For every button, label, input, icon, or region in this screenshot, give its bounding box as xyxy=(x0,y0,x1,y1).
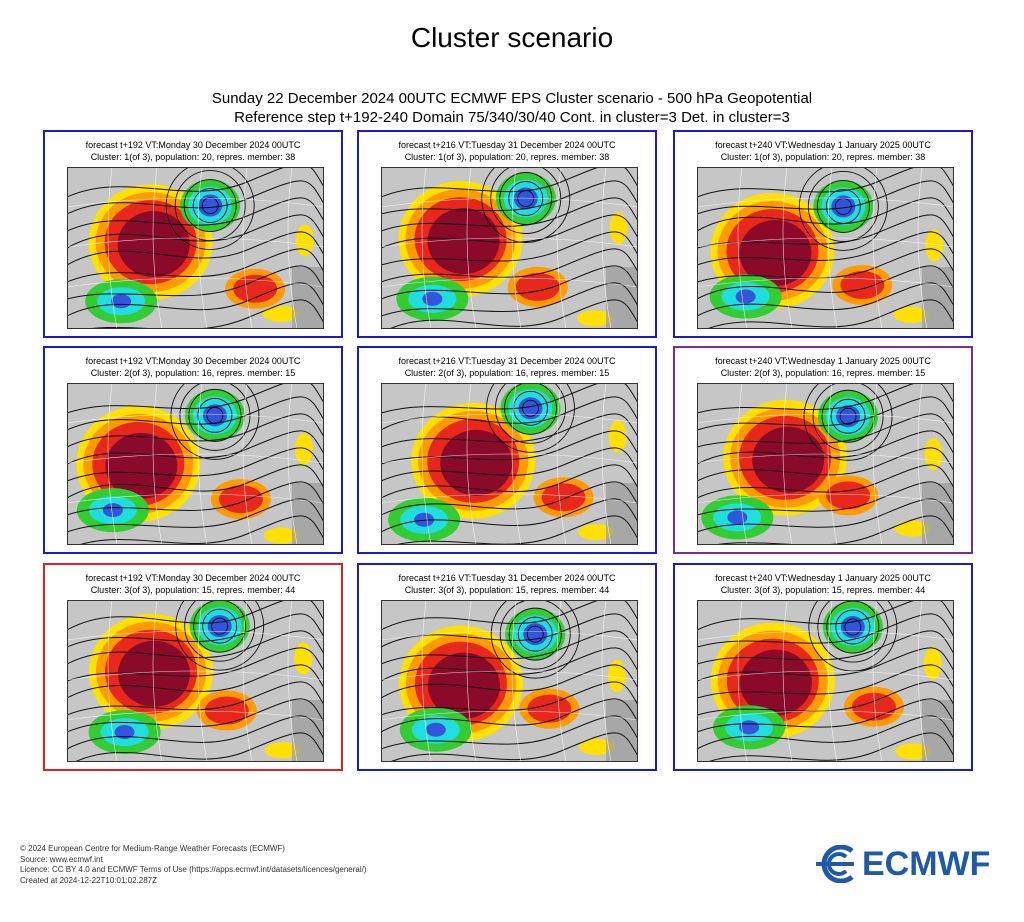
cluster-panel[interactable]: forecast t+216 VT:Tuesday 31 December 20… xyxy=(357,130,657,338)
cluster-panel[interactable]: forecast t+240 VT:Wednesday 1 January 20… xyxy=(673,346,973,554)
panel-cluster-info: Cluster: 1(of 3), population: 20, repres… xyxy=(404,152,610,162)
geopotential-map xyxy=(67,600,324,762)
cluster-panel[interactable]: forecast t+192 VT:Monday 30 December 202… xyxy=(43,346,343,554)
ecmwf-logo: ECMWF xyxy=(812,844,1007,884)
footer: © 2024 European Centre for Medium-Range … xyxy=(20,844,367,886)
panel-forecast-header: forecast t+240 VT:Wednesday 1 January 20… xyxy=(715,573,931,583)
cluster-panel[interactable]: forecast t+192 VT:Monday 30 December 202… xyxy=(43,130,343,338)
panel-cluster-info: Cluster: 3(of 3), population: 15, repres… xyxy=(90,585,296,595)
geopotential-map xyxy=(67,383,324,545)
geopotential-map xyxy=(697,167,954,329)
cluster-panel[interactable]: forecast t+192 VT:Monday 30 December 202… xyxy=(43,563,343,771)
panel-cluster-info: Cluster: 3(of 3), population: 15, repres… xyxy=(720,585,926,595)
geopotential-map xyxy=(381,167,638,329)
footer-created: Created at 2024-12-22T10:01:02.287Z xyxy=(20,875,157,885)
panel-forecast-header: forecast t+216 VT:Tuesday 31 December 20… xyxy=(398,573,616,583)
panel-forecast-header: forecast t+192 VT:Monday 30 December 202… xyxy=(85,573,301,583)
panel-cluster-info: Cluster: 1(of 3), population: 20, repres… xyxy=(720,152,926,162)
geopotential-map xyxy=(381,600,638,762)
panel-forecast-header: forecast t+240 VT:Wednesday 1 January 20… xyxy=(715,140,931,150)
panel-forecast-header: forecast t+192 VT:Monday 30 December 202… xyxy=(85,140,301,150)
cluster-panel[interactable]: forecast t+216 VT:Tuesday 31 December 20… xyxy=(357,563,657,771)
panel-forecast-header: forecast t+216 VT:Tuesday 31 December 20… xyxy=(398,356,616,366)
footer-licence: Licence: CC BY 4.0 and ECMWF Terms of Us… xyxy=(20,865,367,874)
cluster-panel[interactable]: forecast t+240 VT:Wednesday 1 January 20… xyxy=(673,563,973,771)
footer-copyright: © 2024 European Centre for Medium-Range … xyxy=(20,844,285,853)
ecmwf-logo-text: ECMWF xyxy=(862,845,991,883)
panel-cluster-info: Cluster: 3(of 3), population: 15, repres… xyxy=(404,585,610,595)
cluster-panel[interactable]: forecast t+240 VT:Wednesday 1 January 20… xyxy=(673,130,973,338)
ecmwf-logo-icon xyxy=(816,844,854,884)
panel-cluster-info: Cluster: 2(of 3), population: 16, repres… xyxy=(90,368,296,378)
subtitle-reference-info: Reference step t+192-240 Domain 75/340/3… xyxy=(234,109,790,126)
geopotential-map xyxy=(67,167,324,329)
geopotential-map xyxy=(697,600,954,762)
panel-forecast-header: forecast t+192 VT:Monday 30 December 202… xyxy=(85,356,301,366)
subtitle-run-info: Sunday 22 December 2024 00UTC ECMWF EPS … xyxy=(211,90,813,107)
panel-cluster-info: Cluster: 2(of 3), population: 16, repres… xyxy=(404,368,610,378)
panel-forecast-header: forecast t+216 VT:Tuesday 31 December 20… xyxy=(398,140,616,150)
page-title: Cluster scenario xyxy=(410,22,614,53)
geopotential-map xyxy=(381,383,638,545)
panel-cluster-info: Cluster: 1(of 3), population: 20, repres… xyxy=(90,152,296,162)
panel-cluster-info: Cluster: 2(of 3), population: 16, repres… xyxy=(720,368,926,378)
geopotential-map xyxy=(697,383,954,545)
panel-forecast-header: forecast t+240 VT:Wednesday 1 January 20… xyxy=(715,356,931,366)
cluster-panel[interactable]: forecast t+216 VT:Tuesday 31 December 20… xyxy=(357,346,657,554)
footer-source: Source: www.ecmwf.int xyxy=(20,854,103,864)
